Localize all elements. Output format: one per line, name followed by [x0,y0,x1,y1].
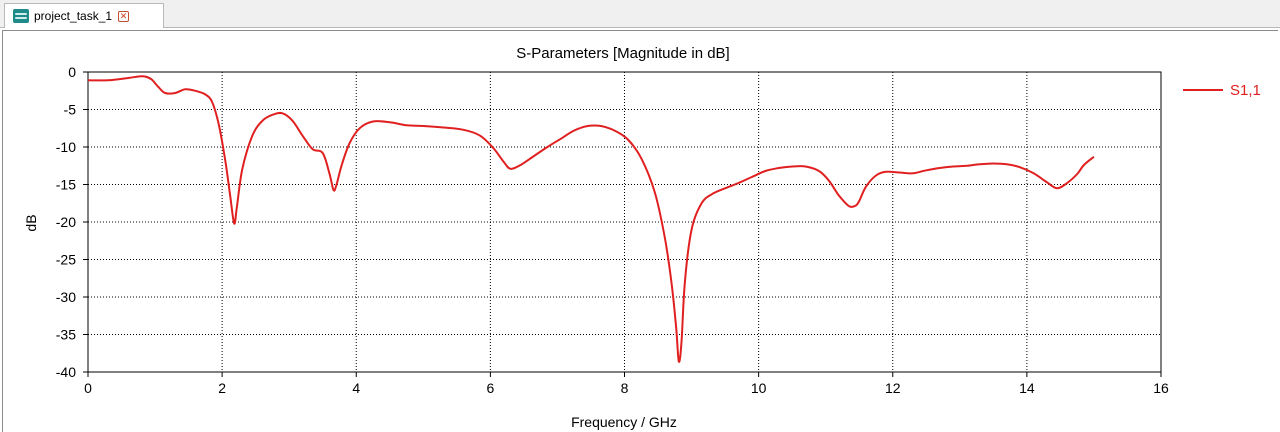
y-tick-label: -30 [56,289,76,305]
grid-layer [88,72,1161,372]
tab-label: project_task_1 [34,9,113,23]
series-layer [87,75,1095,363]
x-tick-label: 6 [486,380,494,396]
chart-title: S-Parameters [Magnitude in dB] [516,45,729,62]
y-tick-label: -5 [64,102,77,118]
y-tick-label: 0 [68,64,76,80]
x-tick-label: 2 [218,380,226,396]
x-axis-label: Frequency / GHz [571,414,677,430]
series-line-s11 [87,75,1095,363]
tick-labels: 0 2 4 6 8 10 12 14 16 0 -5 -10 -15 -20 -25 -30 -35 -40 [56,64,1169,396]
x-tick-label: 12 [885,380,901,396]
legend-label[interactable]: S1,1 [1230,82,1261,99]
plot-area [87,71,1162,373]
close-icon[interactable]: ✕ [118,10,130,22]
x-tick-label: 4 [352,380,360,396]
y-axis-label: dB [23,214,39,231]
y-tick-label: -35 [56,327,76,343]
x-tick-label: 16 [1153,380,1169,396]
x-tick-label: 14 [1019,380,1035,396]
x-tick-label: 0 [84,380,92,396]
y-tick-label: -40 [56,364,76,380]
document-tab-bar: project_task_1 ✕ [0,0,1280,28]
y-tick-label: -15 [56,177,76,193]
result-view-icon [13,9,29,23]
y-tick-label: -10 [56,139,76,155]
y-tick-label: -25 [56,252,76,268]
tab-project-task-1[interactable]: project_task_1 ✕ [4,3,164,28]
x-tick-label: 8 [621,380,629,396]
plot-window-frame [2,30,1278,432]
y-tick-label: -20 [56,214,76,230]
x-tick-label: 10 [751,380,767,396]
legend[interactable]: S1,1 [1183,82,1261,99]
